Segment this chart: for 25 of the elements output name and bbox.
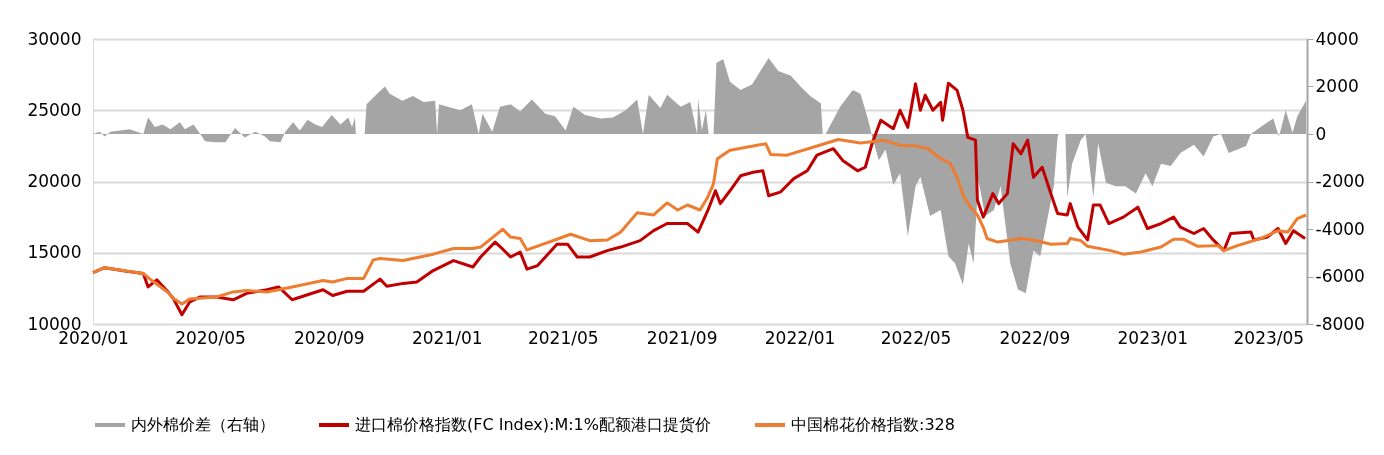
y-tick-label: 20000: [27, 171, 82, 191]
y2-tick-label: 0: [1315, 123, 1327, 144]
x-tick-label: 2022/09: [999, 327, 1071, 348]
x-tick-label: 2020/09: [294, 327, 365, 348]
x-tick-label: 2022/05: [880, 327, 952, 348]
x-tick-label: 2020/05: [175, 327, 246, 348]
line-series: [91, 137, 1308, 306]
y2-tick-label: -4000: [1315, 218, 1365, 239]
x-tick-label: 2023/01: [1117, 327, 1189, 348]
legend-label: 内外棉价差（右轴）: [131, 415, 275, 434]
x-tick-label: 2023/05: [1233, 327, 1305, 348]
x-tick-label: 2022/01: [764, 327, 836, 348]
y2-tick-label: 4000: [1315, 28, 1359, 49]
x-tick-label: 2021/09: [646, 327, 718, 348]
legend-label: 中国棉花价格指数:328: [791, 415, 955, 434]
x-tick-label: 2021/05: [527, 327, 599, 348]
y-tick-label: 15000: [27, 242, 82, 263]
legend-label: 进口棉价格指数(FC Index):M:1%配额港口提货价: [355, 415, 711, 434]
y2-tick-label: -6000: [1315, 266, 1365, 286]
y-tick-label: 30000: [27, 28, 82, 49]
y2-tick-label: -8000: [1315, 313, 1365, 334]
y2-tick-label: 2000: [1315, 76, 1359, 96]
y-tick-label: 25000: [27, 99, 82, 120]
x-tick-label: 2021/01: [411, 327, 483, 348]
y2-tick-label: -2000: [1315, 171, 1365, 191]
